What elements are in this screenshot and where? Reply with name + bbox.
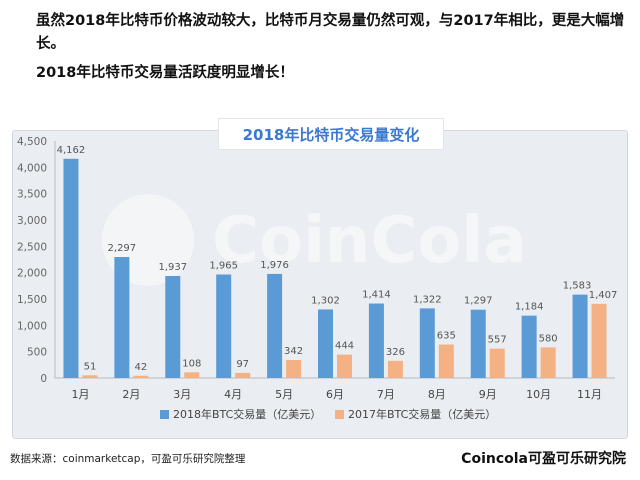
legend-label-2017: 2017年BTC交易量（亿美元） [348, 407, 496, 421]
data-label-2017: 326 [386, 347, 405, 358]
bar-2018 [165, 275, 181, 378]
data-label-2018: 1,297 [464, 296, 493, 307]
data-label-2018: 1,976 [260, 260, 289, 271]
bar-2017 [235, 372, 251, 378]
bar-2017 [591, 303, 607, 378]
legend-label-2018: 2018年BTC交易量（亿美元） [173, 407, 321, 421]
bar-2018 [572, 294, 588, 378]
y-tick-label: 500 [27, 347, 47, 359]
bar-2017 [184, 372, 200, 378]
legend-swatch-2017 [335, 410, 344, 419]
bar-2018 [63, 158, 79, 378]
data-label-2017: 557 [488, 335, 507, 346]
x-tick-label: 7月 [377, 388, 395, 401]
y-tick-label: 2,000 [17, 268, 47, 280]
data-label-2017: 97 [236, 359, 249, 370]
bar-2018 [318, 309, 333, 378]
data-label-2017: 42 [134, 362, 147, 373]
data-label-2018: 1,583 [563, 281, 592, 292]
bar-2018 [267, 273, 283, 378]
data-source: 数据来源：coinmarketcap，可盈可乐研究院整理 [10, 453, 246, 465]
x-tick-label: 5月 [275, 388, 293, 401]
chart-title: 2018年比特币交易量变化 [218, 118, 444, 150]
x-tick-label: 8月 [428, 388, 446, 401]
data-label-2018: 1,965 [209, 261, 238, 272]
data-label-2018: 4,162 [57, 145, 86, 156]
intro-line-1: 虽然2018年比特币价格波动较大，比特币月交易量仍然可观，与2017年相比，更是… [36, 13, 625, 52]
data-label-2018: 1,414 [362, 290, 391, 301]
data-label-2017: 444 [335, 341, 354, 352]
x-tick-label: 1月 [71, 388, 89, 401]
bar-2018 [216, 274, 232, 378]
x-tick-label: 6月 [326, 388, 344, 401]
data-label-2017: 635 [437, 331, 456, 342]
x-tick-label: 11月 [577, 388, 602, 401]
data-label-2018: 1,322 [413, 294, 442, 305]
bar-2017 [82, 375, 98, 378]
x-tick-label: 2月 [122, 388, 140, 401]
bar-2018 [470, 309, 486, 378]
watermark-text: CoinCola [212, 204, 527, 278]
y-tick-label: 1,500 [17, 294, 47, 306]
y-tick-label: 2,500 [17, 241, 47, 253]
y-tick-label: 1,000 [17, 320, 47, 332]
y-tick-label: 0 [40, 373, 47, 385]
bar-2017 [286, 359, 302, 378]
data-label-2017: 1,407 [589, 290, 618, 301]
bar-2017 [133, 375, 149, 378]
bar-2018 [368, 303, 384, 378]
intro-text: 虽然2018年比特币价格波动较大，比特币月交易量仍然可观，与2017年相比，更是… [36, 10, 626, 85]
bar-2018 [114, 257, 130, 378]
data-label-2017: 342 [284, 346, 303, 357]
y-tick-label: 4,500 [17, 136, 47, 148]
y-tick-label: 3,000 [17, 215, 47, 227]
intro-line-2: 2018年比特币交易量活跃度明显增长！ [36, 65, 294, 81]
y-tick-label: 3,500 [17, 189, 47, 201]
bar-2018 [521, 315, 537, 378]
x-tick-label: 10月 [526, 388, 551, 401]
bar-2017 [387, 360, 403, 378]
bar-2018 [419, 308, 435, 378]
bar-2017 [438, 344, 454, 378]
data-label-2018: 1,937 [158, 262, 187, 273]
x-tick-label: 3月 [173, 388, 191, 401]
legend-swatch-2018 [160, 410, 169, 419]
bar-2017 [540, 347, 556, 378]
data-label-2018: 2,297 [108, 243, 137, 254]
brand-label: Coincola可盈可乐研究院 [461, 451, 626, 467]
x-tick-label: 4月 [224, 388, 242, 401]
data-label-2017: 51 [84, 361, 97, 372]
data-label-2018: 1,302 [311, 295, 340, 306]
data-label-2017: 108 [182, 358, 201, 369]
bar-2017 [489, 348, 505, 378]
data-label-2017: 580 [539, 333, 558, 344]
bar-2017 [337, 354, 352, 378]
x-tick-label: 9月 [479, 388, 497, 401]
data-label-2018: 1,184 [515, 302, 544, 313]
y-tick-label: 4,000 [17, 162, 47, 174]
